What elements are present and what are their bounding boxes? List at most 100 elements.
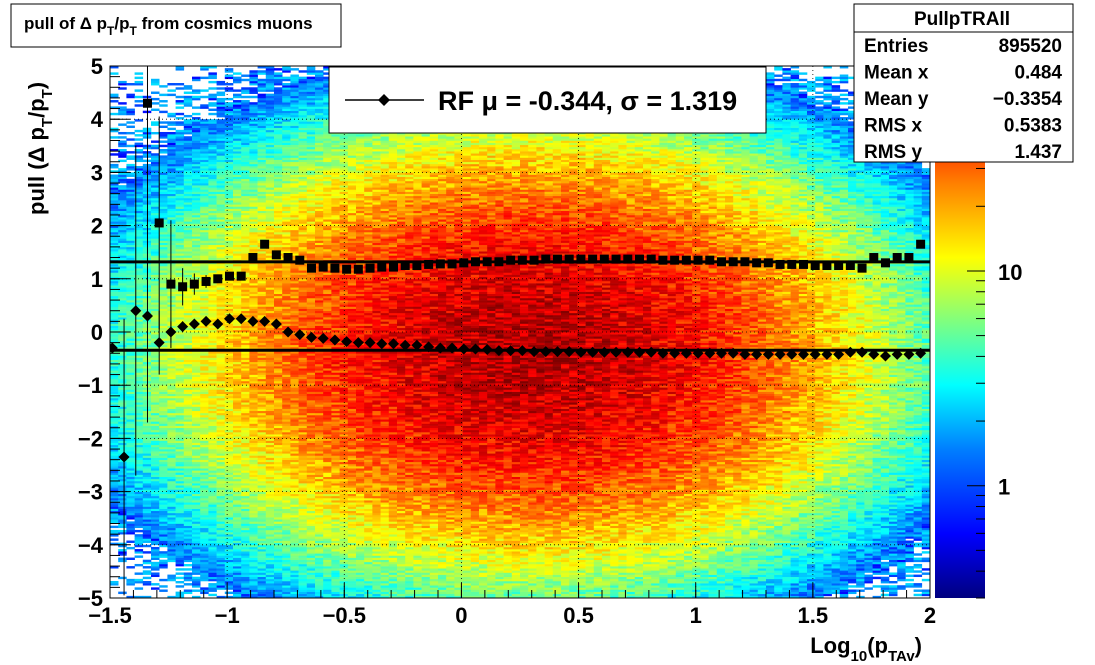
heatmap-cell	[257, 578, 267, 582]
heatmap-cell	[167, 429, 176, 433]
heatmap-cell	[233, 536, 242, 539]
heatmap-cell	[200, 400, 209, 403]
heatmap-cell	[265, 421, 275, 424]
heatmap-cell	[257, 270, 267, 273]
heatmap-cell	[151, 483, 160, 486]
heatmap-cell	[118, 329, 127, 333]
heatmap-cell	[134, 187, 144, 190]
heatmap-cell	[142, 559, 152, 563]
heatmap-cell	[192, 487, 201, 490]
heatmap-cell	[282, 570, 291, 573]
heatmap-cell	[257, 478, 267, 482]
heatmap-cell	[159, 191, 168, 194]
heatmap-cell	[192, 131, 201, 135]
heatmap-cell	[167, 174, 176, 177]
heatmap-cell	[274, 361, 283, 365]
heatmap-cell	[167, 346, 176, 350]
heatmap-cell	[233, 351, 242, 354]
heatmap-cell	[159, 206, 168, 209]
heatmap-cell	[208, 423, 217, 426]
heatmap-cell	[257, 493, 267, 497]
heatmap-cell	[257, 568, 267, 571]
heatmap-cell	[274, 72, 283, 75]
heatmap-cell	[233, 580, 242, 584]
heatmap-cell	[257, 417, 267, 420]
heatmap-cell	[224, 125, 234, 129]
heatmap-cell	[265, 368, 275, 371]
heatmap-cell	[224, 140, 234, 143]
heatmap-cell	[216, 353, 226, 356]
heatmap-cell	[265, 285, 275, 288]
heatmap-cell	[183, 102, 193, 105]
heatmap-cell	[282, 427, 291, 431]
heatmap-cell	[126, 504, 135, 507]
heatmap-cell	[208, 274, 217, 277]
heatmap-cell	[282, 383, 291, 386]
heatmap-cell	[290, 510, 299, 514]
heatmap-cell	[208, 557, 217, 560]
heatmap-cell	[118, 253, 127, 256]
heatmap-cell	[282, 172, 291, 175]
heatmap-cell	[142, 446, 152, 450]
heatmap-cell	[192, 212, 201, 216]
heatmap-cell	[282, 402, 291, 405]
heatmap-cell	[265, 189, 275, 192]
heatmap-cell	[216, 304, 226, 307]
heatmap-cell	[208, 474, 217, 478]
heatmap-cell	[241, 376, 250, 380]
heatmap-cell	[175, 432, 185, 435]
heatmap-cell	[257, 419, 267, 422]
heatmap-cell	[151, 278, 160, 282]
heatmap-cell	[183, 183, 193, 186]
heatmap-cell	[208, 508, 217, 512]
heatmap-cell	[249, 227, 258, 231]
heatmap-cell	[134, 455, 144, 458]
heatmap-cell	[282, 506, 291, 509]
heatmap-cell	[224, 393, 234, 397]
heatmap-cell	[224, 580, 234, 584]
heatmap-cell	[224, 551, 234, 554]
heatmap-cell	[282, 91, 291, 94]
heatmap-cell	[274, 172, 283, 175]
heatmap-cell	[208, 549, 217, 552]
heatmap-cell	[200, 223, 209, 226]
heatmap-cell	[151, 157, 160, 160]
heatmap-cell	[208, 391, 217, 395]
heatmap-cell	[241, 555, 250, 558]
heatmap-cell	[126, 485, 135, 488]
heatmap-cell	[274, 570, 283, 573]
heatmap-cell	[167, 342, 176, 346]
heatmap-cell	[224, 515, 234, 518]
heatmap-cell	[167, 497, 176, 501]
heatmap-cell	[265, 459, 275, 463]
heatmap-cell	[142, 500, 152, 503]
heatmap-cell	[224, 363, 234, 367]
heatmap-cell	[208, 432, 217, 435]
heatmap-cell	[118, 151, 127, 154]
heatmap-cell	[200, 131, 209, 135]
heatmap-cell	[274, 204, 283, 207]
heatmap-cell	[233, 451, 242, 454]
heatmap-cell	[151, 427, 160, 431]
heatmap-cell	[200, 455, 209, 458]
heatmap-cell	[110, 470, 119, 473]
heatmap-cell	[159, 325, 168, 329]
heatmap-cell	[118, 387, 127, 390]
heatmap-cell	[249, 246, 258, 250]
heatmap-cell	[110, 463, 119, 467]
heatmap-cell	[200, 391, 209, 395]
heatmap-cell	[282, 451, 291, 454]
heatmap-cell	[216, 561, 226, 565]
heatmap-cell	[265, 417, 275, 420]
heatmap-cell	[167, 466, 176, 469]
heatmap-cell	[241, 314, 250, 318]
heatmap-cell	[151, 155, 160, 158]
heatmap-cell	[175, 312, 185, 316]
heatmap-cell	[118, 493, 127, 497]
heatmap-cell	[265, 302, 275, 305]
heatmap-cell	[110, 500, 119, 503]
heatmap-cell	[167, 89, 176, 92]
heatmap-cell	[167, 306, 176, 309]
heatmap-cell	[274, 368, 283, 371]
heatmap-cell	[118, 449, 127, 452]
